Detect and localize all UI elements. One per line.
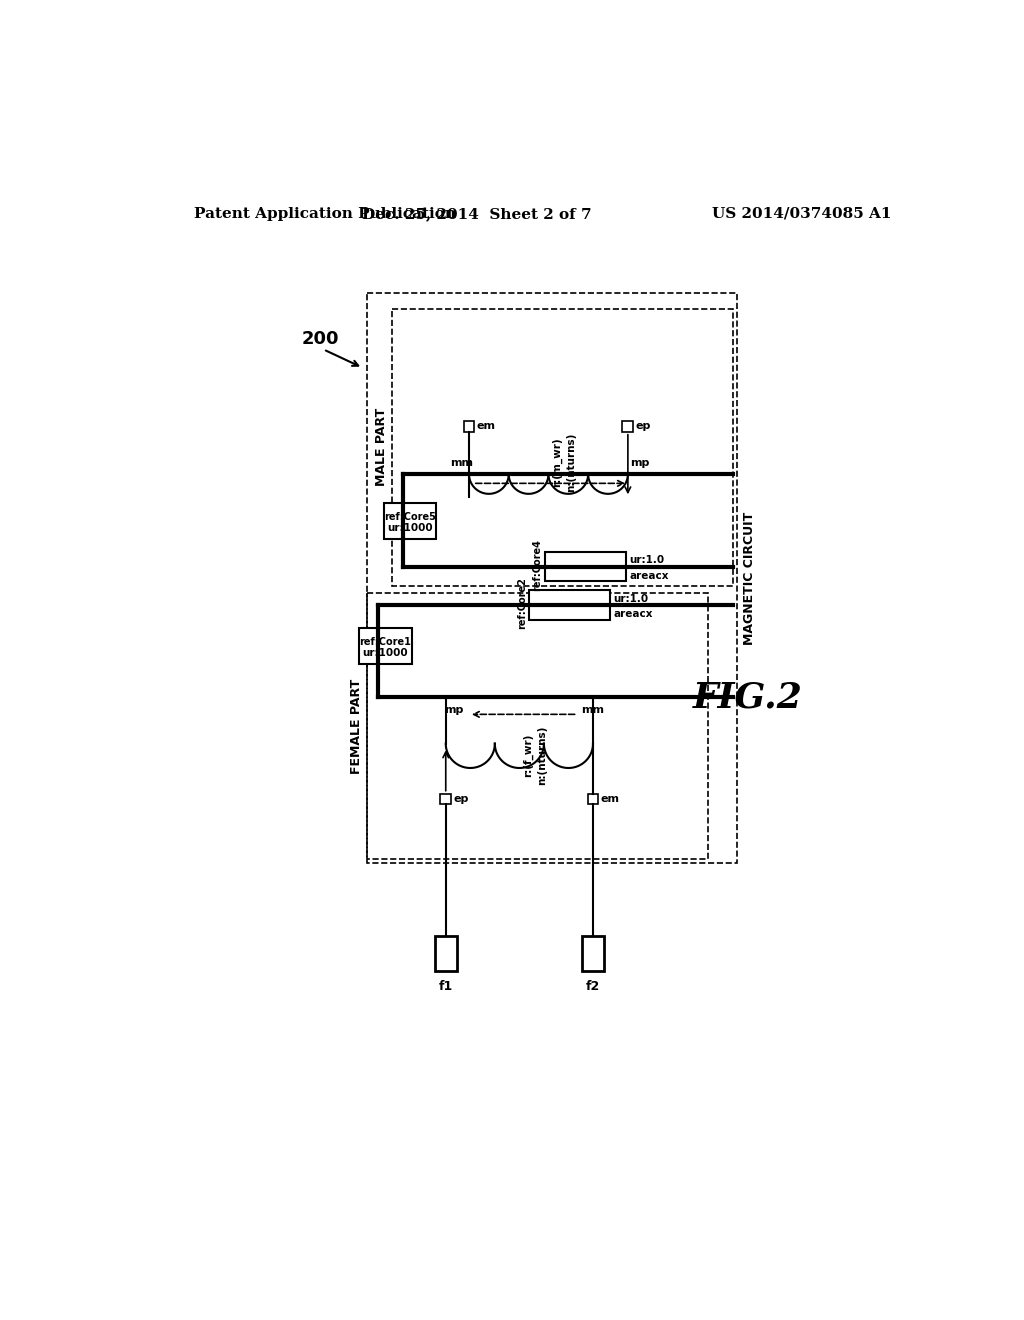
Bar <box>435 936 457 970</box>
Text: mp: mp <box>443 705 463 715</box>
Text: em: em <box>477 421 496 432</box>
Text: ref:Core2: ref:Core2 <box>517 578 526 630</box>
Bar <box>440 793 452 804</box>
Text: ur:1.0: ur:1.0 <box>613 594 648 603</box>
Text: areacx: areacx <box>613 610 653 619</box>
Text: f2: f2 <box>586 979 600 993</box>
Text: Patent Application Publication: Patent Application Publication <box>194 207 456 220</box>
Text: f1: f1 <box>438 979 453 993</box>
Text: ur:1.0: ur:1.0 <box>629 556 665 565</box>
Text: US 2014/0374085 A1: US 2014/0374085 A1 <box>713 207 892 220</box>
Text: ur:1000: ur:1000 <box>362 648 409 657</box>
Text: mm: mm <box>450 458 473 469</box>
Text: r:(m_wr): r:(m_wr) <box>552 438 562 487</box>
Text: n:(nturns): n:(nturns) <box>566 433 577 492</box>
Text: MAGNETIC CIRCUIT: MAGNETIC CIRCUIT <box>743 511 757 644</box>
Bar <box>623 421 633 432</box>
Text: r:(f_wr): r:(f_wr) <box>523 734 534 777</box>
Text: areacx: areacx <box>629 570 669 581</box>
Text: FIG.2: FIG.2 <box>693 680 803 714</box>
Text: FEMALE PART: FEMALE PART <box>350 678 362 774</box>
Text: n:(nturns): n:(nturns) <box>538 726 547 785</box>
Bar <box>391 309 732 586</box>
Text: MALE PART: MALE PART <box>375 408 388 486</box>
Text: ref:Core4: ref:Core4 <box>532 539 543 591</box>
Text: ref:Core1: ref:Core1 <box>359 638 412 647</box>
Bar <box>583 936 604 970</box>
Text: ep: ep <box>636 421 651 432</box>
Bar <box>545 552 626 581</box>
Text: mp: mp <box>630 458 649 469</box>
Bar <box>359 628 412 664</box>
Text: Dec. 25, 2014  Sheet 2 of 7: Dec. 25, 2014 Sheet 2 of 7 <box>361 207 592 220</box>
Bar <box>588 793 598 804</box>
Bar <box>367 293 737 863</box>
Text: ref:Core5: ref:Core5 <box>384 512 436 523</box>
Text: em: em <box>601 795 620 804</box>
Text: 200: 200 <box>301 330 339 348</box>
Bar <box>529 590 610 619</box>
Bar <box>464 421 474 432</box>
Text: ep: ep <box>454 795 469 804</box>
Text: mm: mm <box>582 705 604 715</box>
Text: ur:1000: ur:1000 <box>387 523 433 533</box>
Bar <box>384 503 436 539</box>
Bar <box>367 594 708 859</box>
